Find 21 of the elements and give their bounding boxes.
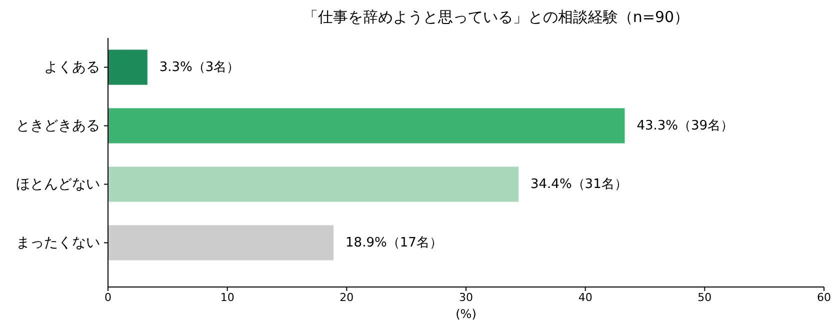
x-tick-label: 30: [459, 291, 473, 304]
chart-title: 「仕事を辞めようと思っている」との相談経験（n=90）: [302, 8, 690, 26]
x-axis-title: (%): [456, 307, 476, 321]
bar: [108, 108, 625, 144]
x-tick-label: 50: [698, 291, 712, 304]
data-label: 34.4%（31名）: [530, 176, 628, 192]
x-tick-label: 10: [220, 291, 234, 304]
y-tick-label: ときどきある: [16, 118, 100, 134]
bar: [108, 50, 148, 85]
bar: [108, 166, 519, 202]
x-tick-label: 40: [578, 291, 592, 304]
data-label: 43.3%（39名）: [636, 118, 734, 134]
data-label: 18.9%（17名）: [346, 235, 442, 250]
bar: [108, 225, 334, 260]
y-tick-label: まったくない: [16, 234, 100, 251]
y-tick-label: よくある: [44, 59, 100, 76]
data-label: 3.3%（3名）: [159, 60, 240, 75]
y-tick-label: ほとんどない: [16, 176, 100, 192]
x-tick-label: 60: [817, 291, 831, 304]
x-tick-label: 20: [340, 291, 354, 304]
x-tick-label: 0: [104, 291, 112, 304]
